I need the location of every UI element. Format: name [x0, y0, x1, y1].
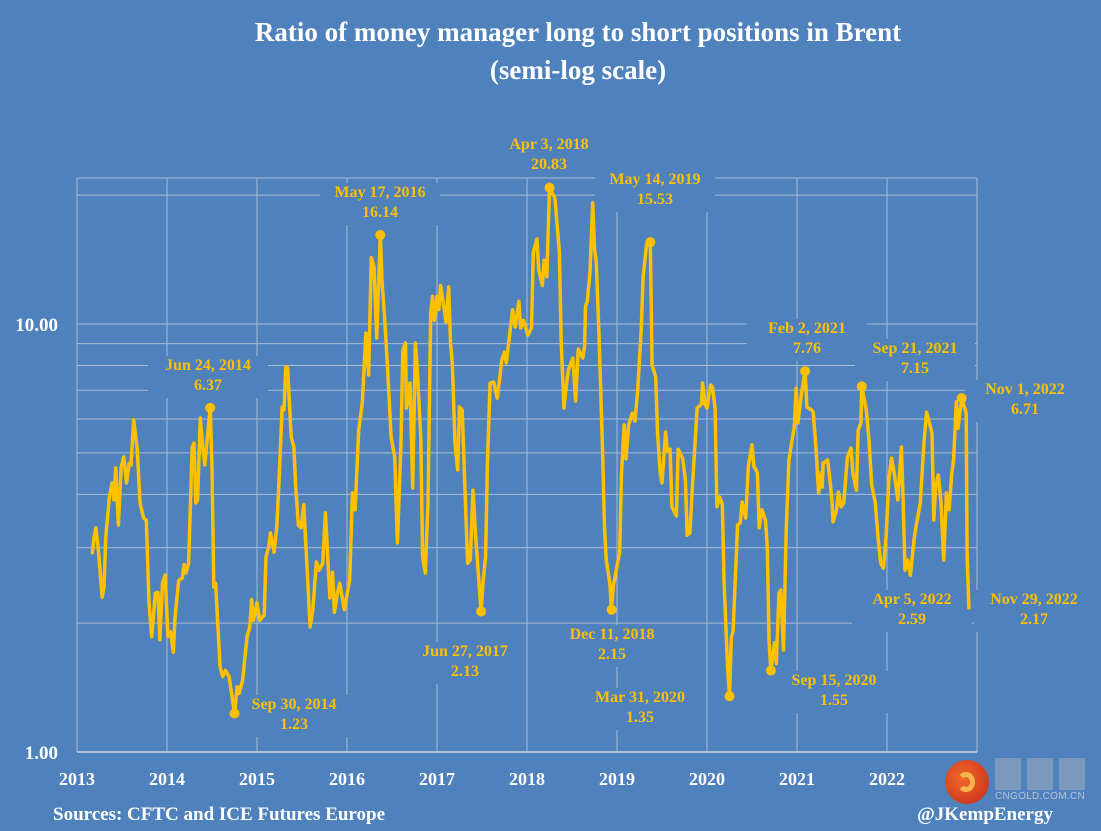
annotation-marker	[724, 691, 735, 702]
author-handle: @JKempEnergy	[917, 804, 1053, 825]
annotation-marker	[956, 393, 967, 404]
annotation-value: 2.15	[598, 646, 626, 663]
chart-subtitle: (semi-log scale)	[489, 55, 667, 85]
y-tick-label: 1.00	[25, 743, 58, 764]
annotation-value: 6.37	[194, 377, 222, 394]
annotation-value: 1.55	[820, 692, 848, 709]
annotation-date: Nov 1, 2022	[985, 381, 1065, 398]
annotation-label-bg	[405, 642, 525, 684]
annotation-date: Apr 3, 2018	[509, 136, 588, 153]
watermark-url: CNGOLD.COM.CN	[995, 791, 1086, 802]
x-tick-label: 2022	[869, 769, 905, 789]
annotation-value: 6.71	[1011, 401, 1039, 418]
x-tick-label: 2021	[779, 769, 815, 789]
x-tick-label: 2020	[689, 769, 725, 789]
y-tick-label: 10.00	[15, 315, 58, 336]
annotation-label-bg	[320, 183, 440, 225]
series-line	[90, 185, 971, 716]
x-tick-label: 2018	[509, 769, 545, 789]
annotation-label-bg	[148, 356, 268, 398]
x-tick-label: 2015	[239, 769, 275, 789]
annotation-marker	[856, 381, 867, 392]
annotation-date: Dec 11, 2018	[570, 626, 655, 643]
annotation-value: 16.14	[362, 204, 398, 221]
annotation-value: 15.53	[637, 191, 673, 208]
x-tick-label: 2014	[149, 769, 185, 789]
annotation-date: Feb 2, 2021	[768, 320, 846, 337]
annotation-label-bg	[965, 380, 1085, 422]
chart-title: Ratio of money manager long to short pos…	[254, 17, 902, 47]
annotation-marker	[645, 237, 656, 248]
watermark-wordmark	[995, 758, 1087, 790]
watermark-logo: CNGOLD.COM.CN	[945, 758, 1095, 818]
annotation-marker	[765, 665, 776, 676]
annotation-marker	[375, 230, 386, 241]
annotation-marker	[544, 182, 555, 193]
annotation-label-bg	[855, 339, 975, 381]
annotation-label-bg	[595, 170, 715, 212]
annotation-date: Jun 27, 2017	[422, 643, 508, 660]
annotation-date: Jun 24, 2014	[165, 357, 251, 374]
annotation-label-bg	[552, 625, 672, 667]
annotation-date: Apr 5, 2022	[872, 591, 951, 608]
annotation-label-bg	[489, 135, 609, 177]
annotation-marker	[800, 366, 811, 377]
annotation-marker	[606, 604, 617, 615]
annotation-date: May 14, 2019	[609, 171, 700, 188]
annotation-label-bg	[747, 319, 867, 361]
x-tick-label: 2017	[419, 769, 455, 789]
annotation-marker	[229, 708, 240, 719]
x-tick-label: 2016	[329, 769, 365, 789]
annotation-date: Sep 15, 2020	[792, 672, 877, 689]
annotation-label-bg	[774, 671, 894, 713]
annotation-date: Sep 30, 2014	[252, 696, 337, 713]
annotation-label-bg	[974, 590, 1094, 632]
annotation-date: Sep 21, 2021	[873, 340, 958, 357]
annotation-value: 7.76	[793, 340, 821, 357]
annotation-date: Mar 31, 2020	[595, 689, 685, 706]
annotation-value: 20.83	[531, 156, 567, 173]
annotation-marker	[205, 402, 216, 413]
x-tick-label: 2013	[59, 769, 95, 789]
annotation-label-bg	[234, 695, 354, 737]
annotation-value: 1.23	[280, 716, 308, 733]
annotation-label-bg	[580, 688, 700, 730]
annotation-value: 1.35	[626, 709, 654, 726]
annotation-value: 2.59	[898, 611, 926, 628]
annotation-date: May 17, 2016	[334, 184, 425, 201]
sources-note: Sources: CFTC and ICE Futures Europe	[53, 804, 386, 825]
annotation-value: 2.13	[451, 663, 479, 680]
annotation-value: 2.17	[1020, 611, 1048, 628]
annotation-marker	[476, 606, 487, 617]
annotation-label-bg	[852, 590, 972, 632]
x-tick-label: 2019	[599, 769, 635, 789]
annotation-date: Nov 29, 2022	[990, 591, 1078, 608]
cngold-logo-icon	[945, 760, 989, 804]
annotation-value: 7.15	[901, 360, 929, 377]
